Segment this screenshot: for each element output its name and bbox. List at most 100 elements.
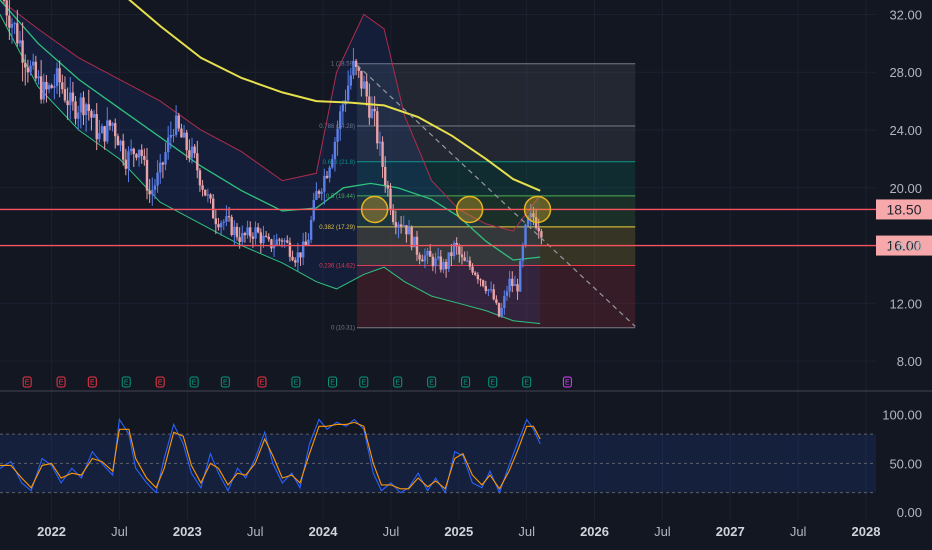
candle-body-91 — [243, 233, 247, 236]
price-axis-label-6: 8.00 — [897, 354, 922, 369]
oscillator-series-1 — [0, 421, 541, 490]
candle-body-98 — [262, 235, 265, 244]
time-axis-label-12: 2028 — [852, 524, 881, 539]
candle-body-61 — [164, 152, 167, 165]
earnings-marker-label-12: E — [395, 380, 400, 387]
earnings-marker-6[interactable] — [189, 376, 199, 388]
candle-body-40 — [108, 120, 112, 126]
candle-body-19 — [53, 86, 56, 88]
candle-body-169 — [450, 252, 453, 257]
candle-body-140 — [373, 108, 376, 112]
trend-line[interactable] — [356, 64, 636, 327]
earnings-marker-label-2: E — [59, 380, 64, 387]
candle-body-159 — [423, 255, 427, 262]
candle-body-23 — [63, 89, 67, 101]
fib-level-label-0: 1 (28.59) — [331, 62, 355, 68]
earnings-marker-9[interactable] — [291, 376, 301, 388]
earnings-marker-3[interactable] — [87, 376, 97, 388]
candle-body-200 — [532, 213, 535, 218]
highlight-circle-2[interactable] — [523, 195, 552, 224]
earnings-marker-10[interactable] — [328, 376, 338, 388]
candle-body-102 — [272, 245, 276, 249]
candle-body-157 — [418, 254, 421, 260]
candle-body-58 — [156, 172, 159, 186]
earnings-marker-2[interactable] — [56, 376, 66, 388]
candle-body-51 — [137, 149, 141, 158]
candle-body-101 — [270, 239, 273, 249]
earnings-marker-17[interactable] — [562, 376, 572, 388]
fib-level-label-2: 0.618 (21.8) — [323, 160, 355, 166]
candle-body-116 — [309, 220, 313, 240]
candle-body-135 — [360, 70, 363, 89]
candle-body-107 — [286, 240, 289, 243]
candle-body-202 — [537, 227, 540, 232]
candle-body-10 — [29, 65, 32, 73]
fib-zone-1 — [356, 125, 636, 162]
earnings-marker-14[interactable] — [461, 376, 471, 388]
time-axis-label-2: 2023 — [173, 524, 202, 539]
earnings-marker-4[interactable] — [121, 376, 131, 388]
candle-body-68 — [182, 132, 186, 138]
candle-body-7 — [21, 40, 24, 63]
candle-body-32 — [87, 104, 90, 111]
candle-body-99 — [264, 235, 268, 237]
candle-body-122 — [325, 175, 329, 178]
candle-body-163 — [434, 258, 437, 267]
candle-body-18 — [50, 85, 53, 88]
candle-body-173 — [460, 254, 464, 258]
candle-body-174 — [463, 257, 466, 261]
candle-body-160 — [426, 250, 429, 256]
earnings-marker-7[interactable] — [220, 376, 230, 388]
candle-body-136 — [362, 81, 366, 89]
candle-body-158 — [421, 259, 424, 262]
candle-body-39 — [106, 120, 109, 142]
horizontal-lines[interactable]: 18.50 16.00 — [0, 199, 932, 256]
candle-body-106 — [283, 240, 286, 242]
price-axis-label-4: 16.00 — [889, 239, 922, 254]
candle-body-186 — [495, 299, 498, 303]
candle-body-45 — [121, 140, 125, 160]
candle-body-44 — [119, 140, 122, 146]
candle-body-203 — [540, 231, 543, 238]
earnings-marker-8[interactable] — [257, 376, 267, 388]
fib-level-label-3: 0.5 (19.44) — [326, 194, 355, 200]
earnings-marker-15[interactable] — [488, 376, 498, 388]
candle-body-178 — [474, 272, 477, 275]
candle-body-33 — [90, 110, 93, 118]
descending-trend-line[interactable] — [356, 64, 636, 327]
candle-body-154 — [410, 227, 413, 248]
candle-body-193 — [513, 284, 517, 286]
earnings-marker-13[interactable] — [427, 376, 437, 388]
candle-body-88 — [235, 226, 239, 238]
candle-body-29 — [79, 97, 83, 113]
earnings-marker-5[interactable] — [155, 376, 165, 388]
candle-body-21 — [58, 68, 61, 83]
earnings-marker-12[interactable] — [393, 376, 403, 388]
earnings-marker-1[interactable] — [22, 376, 32, 388]
candle-body-53 — [143, 155, 146, 160]
candle-body-12 — [34, 61, 38, 79]
candle-body-62 — [166, 137, 170, 153]
grid-lines — [0, 0, 932, 520]
highlight-circle-0[interactable] — [360, 195, 389, 224]
candle-body-147 — [391, 210, 395, 223]
highlight-circle-1[interactable] — [455, 195, 484, 224]
candle-body-72 — [193, 146, 196, 154]
price-axis-label-3: 20.00 — [889, 181, 922, 196]
candle-body-75 — [201, 185, 204, 190]
resistance-highlights[interactable] — [360, 195, 552, 224]
earnings-marker-16[interactable] — [522, 376, 532, 388]
candle-body-16 — [45, 81, 48, 90]
candle-body-0 — [2, 0, 6, 1]
fibonacci-retracement[interactable]: 1 (28.59)0.786 (24.28)0.618 (21.8)0.5 (1… — [319, 62, 636, 332]
candle-body-50 — [135, 154, 138, 158]
candle-body-41 — [111, 123, 114, 126]
candle-body-134 — [357, 66, 360, 71]
earnings-marker-11[interactable] — [359, 376, 369, 388]
earnings-marker-label-8: E — [260, 380, 265, 387]
earnings-events[interactable]: EEEEEEEEEEEEEEEEEE — [0, 376, 572, 388]
candle-body-42 — [114, 123, 117, 137]
candle-body-70 — [188, 150, 191, 158]
